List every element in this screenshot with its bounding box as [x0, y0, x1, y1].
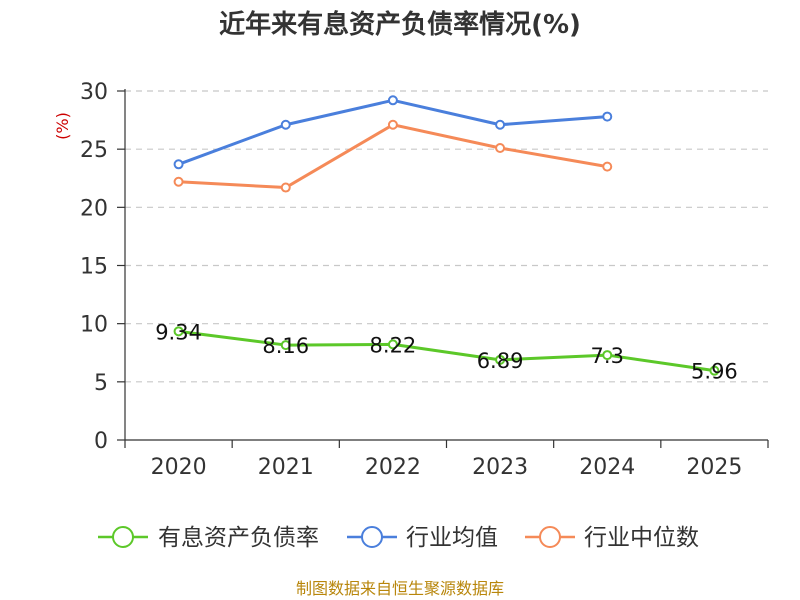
x-tick-label: 2022 [365, 455, 421, 480]
data-point [173, 326, 184, 337]
legend-marker [361, 526, 383, 548]
series-line-2 [178, 123, 608, 190]
data-label: 8.22 [370, 333, 417, 357]
data-point [173, 159, 184, 170]
legend-marker [539, 526, 561, 548]
data-point [709, 365, 720, 376]
y-tick-label: 0 [94, 429, 108, 454]
data-point [495, 143, 506, 154]
x-tick-label: 2020 [151, 455, 207, 480]
legend-label: 行业中位数 [584, 525, 699, 551]
grid-lines [125, 90, 768, 383]
data-point [387, 119, 398, 130]
chart-title: 近年来有息资产负债率情况(%) [219, 9, 581, 40]
data-point [387, 339, 398, 350]
data-point [280, 119, 291, 130]
series-layer [173, 95, 720, 376]
y-tick-label: 15 [80, 255, 108, 280]
x-tick-label: 2023 [472, 455, 528, 480]
y-tick-label: 10 [80, 313, 108, 338]
data-point [495, 354, 506, 365]
data-label: 7.3 [591, 344, 624, 368]
data-point [602, 111, 613, 122]
data-labels: 9.34 8.16 8.22 6.89 7.3 5.96 [155, 320, 738, 383]
data-point [602, 350, 613, 361]
series-line-0 [178, 329, 715, 373]
data-label: 6.89 [477, 349, 524, 373]
x-tick-label: 2025 [686, 455, 742, 480]
data-point [280, 182, 291, 193]
data-point [173, 176, 184, 187]
y-tick-label: 30 [80, 80, 108, 105]
data-point [280, 340, 291, 351]
data-label: 5.96 [691, 360, 738, 384]
legend-marker [112, 526, 134, 548]
legend-label: 有息资产负债率 [158, 525, 319, 551]
x-tick-label: 2024 [579, 455, 635, 480]
y-axis-label: (%) [53, 112, 72, 140]
data-point [602, 161, 613, 172]
data-point [387, 95, 398, 106]
data-label: 8.16 [262, 334, 309, 358]
y-tick-label: 5 [94, 371, 108, 396]
y-tick-label: 20 [80, 196, 108, 221]
y-tick-label: 25 [80, 138, 108, 163]
source-note: 制图数据来自恒生聚源数据库 [296, 579, 504, 598]
x-tick-label: 2021 [258, 455, 314, 480]
legend: 有息资产负债率 行业均值 行业中位数 [98, 525, 699, 551]
legend-label: 行业均值 [406, 525, 498, 551]
data-point [495, 119, 506, 130]
data-label: 9.34 [155, 320, 202, 344]
